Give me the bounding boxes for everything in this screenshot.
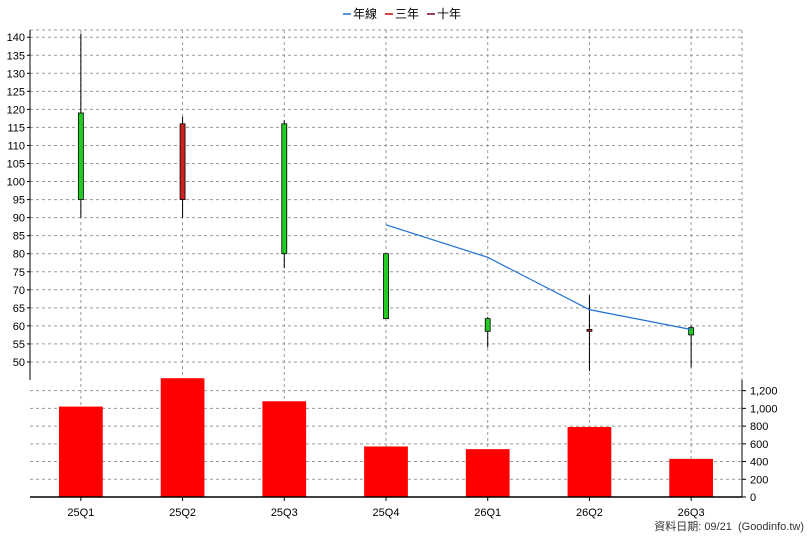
volume-bar bbox=[58, 406, 103, 497]
price-tick-label: 80 bbox=[13, 249, 25, 261]
candle-body bbox=[484, 318, 491, 332]
price-tick-label: 95 bbox=[13, 195, 25, 207]
candle-body bbox=[688, 327, 695, 336]
volume-tick-label: 1,000 bbox=[750, 403, 778, 415]
price-tick-label: 110 bbox=[7, 140, 25, 152]
moving-average-line bbox=[385, 224, 692, 331]
price-tick-label: 60 bbox=[13, 321, 25, 333]
volume-panel: 0 200 400 600 800 1,000 1,200 bbox=[30, 378, 778, 504]
chart-legend: 年線 三年 十年 bbox=[343, 6, 461, 21]
volume-bar bbox=[364, 446, 408, 497]
price-tick-label: 65 bbox=[13, 303, 25, 315]
price-tick-label: 135 bbox=[7, 50, 25, 62]
price-tick-label: 105 bbox=[7, 159, 25, 171]
volume-bar bbox=[465, 449, 510, 497]
x-tick-label: 26Q2 bbox=[576, 507, 603, 519]
price-tick-label: 90 bbox=[13, 213, 25, 225]
price-tick-label: 130 bbox=[7, 68, 25, 80]
candle-body bbox=[586, 329, 593, 332]
price-tick-label: 70 bbox=[13, 285, 25, 297]
volume-tick-label: 200 bbox=[750, 474, 768, 486]
price-tick-label: 50 bbox=[13, 357, 25, 369]
x-axis: 25Q1 25Q2 25Q3 25Q4 26Q1 26Q2 26Q3 bbox=[30, 496, 742, 519]
volume-tick-label: 400 bbox=[750, 457, 768, 469]
x-tick-label: 26Q1 bbox=[474, 507, 501, 519]
data-source-label: (Goodinfo.tw) bbox=[737, 521, 804, 533]
volume-tick-label: 800 bbox=[750, 421, 768, 433]
legend-label: 年線 bbox=[353, 6, 377, 21]
x-tick-label: 25Q3 bbox=[271, 507, 298, 519]
x-tick-label: 26Q3 bbox=[678, 507, 705, 519]
volume-bar bbox=[567, 426, 612, 497]
price-tick-label: 115 bbox=[7, 122, 25, 134]
legend-label: 十年 bbox=[437, 7, 461, 21]
volume-bar bbox=[262, 401, 307, 497]
volume-bar bbox=[669, 458, 714, 497]
legend-label: 三年 bbox=[395, 7, 419, 21]
price-tick-label: 85 bbox=[13, 231, 25, 243]
volume-tick-label: 0 bbox=[750, 492, 756, 504]
candle-body bbox=[77, 112, 84, 200]
footer: 資料日期: 09/21 (Goodinfo.tw) bbox=[0, 518, 804, 534]
price-tick-label: 120 bbox=[7, 104, 25, 116]
data-date-label: 資料日期: 09/21 bbox=[654, 521, 732, 533]
price-tick-label: 100 bbox=[7, 177, 25, 189]
price-tick-label: 75 bbox=[13, 267, 25, 279]
x-tick-label: 25Q4 bbox=[373, 507, 400, 519]
candle-body bbox=[281, 123, 288, 255]
price-panel: 50 55 60 65 70 75 80 85 90 95 100 105 110 115 120 125 13… bbox=[7, 29, 743, 497]
volume-tick-label: 1,200 bbox=[750, 386, 778, 398]
volume-bar bbox=[160, 378, 205, 497]
x-tick-label: 25Q1 bbox=[67, 507, 94, 519]
candle-body bbox=[383, 253, 389, 320]
price-tick-label: 125 bbox=[7, 86, 25, 98]
x-tick-label: 25Q2 bbox=[169, 507, 196, 519]
volume-tick-label: 600 bbox=[750, 439, 768, 451]
candle-body bbox=[179, 123, 186, 200]
price-tick-label: 55 bbox=[13, 339, 25, 351]
price-tick-label: 140 bbox=[7, 32, 25, 44]
